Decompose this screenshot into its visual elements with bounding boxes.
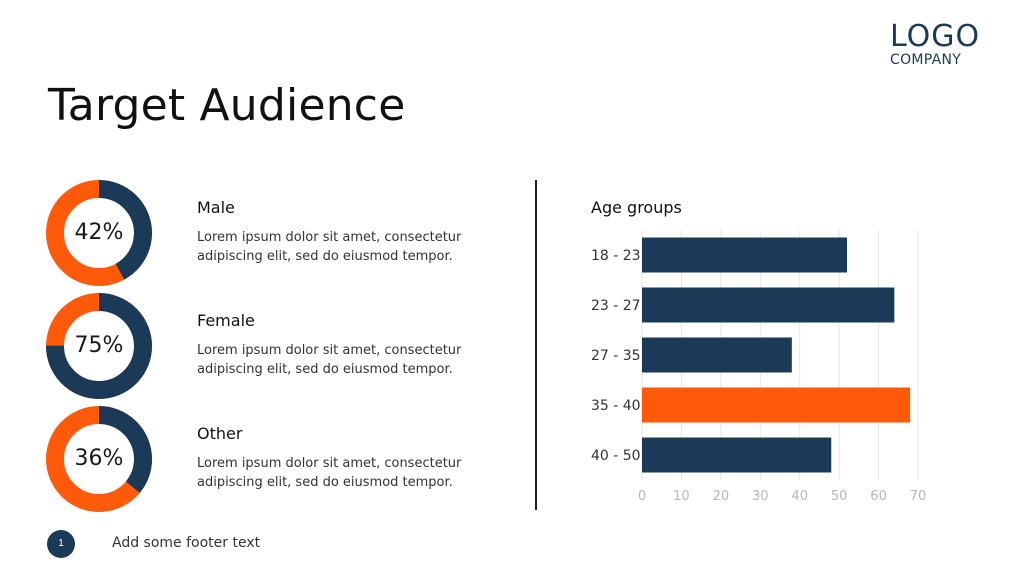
- segment-title-male: Male: [197, 198, 235, 217]
- donut-percent-label: 36%: [74, 446, 124, 471]
- segment-title-female: Female: [197, 311, 255, 330]
- segment-description-male: Lorem ipsum dolor sit amet, consectetur …: [197, 230, 462, 264]
- bar-40-50: [642, 437, 832, 473]
- donut-value-arc: [46, 293, 152, 399]
- donut-value-arc: [46, 406, 152, 512]
- age-groups-bar-chart: 0 10 20 30 40 50 60 70 18 - 23 23 - 27 27 - 35 35 -…: [591, 230, 927, 502]
- y-category-label: 35 - 40: [591, 398, 641, 414]
- segment-description-female: Lorem ipsum dolor sit amet, consectetur …: [197, 343, 462, 377]
- page-number-badge: 1: [47, 530, 75, 558]
- donut-percent-label: 42%: [74, 220, 124, 245]
- x-tick-label: 60: [870, 489, 887, 502]
- x-tick-label: 10: [673, 489, 690, 502]
- donut-percent-label: 75%: [74, 333, 124, 358]
- segment-description-other: Lorem ipsum dolor sit amet, consectetur …: [197, 456, 462, 490]
- bar-23-27: [642, 287, 895, 323]
- logo-line-1: LOGO: [890, 19, 981, 54]
- bar-18-23: [642, 237, 848, 273]
- donut-chart-other: 36%: [46, 406, 152, 512]
- y-category-label: 18 - 23: [591, 248, 641, 264]
- logo-line-2: COMPANY: [890, 52, 962, 68]
- bar-27-35: [642, 337, 792, 373]
- donut-ring: [46, 406, 152, 512]
- y-category-label: 27 - 35: [591, 348, 641, 364]
- donut-chart-male: 42%: [46, 180, 152, 286]
- y-category-label: 23 - 27: [591, 298, 641, 314]
- x-tick-label: 30: [752, 489, 769, 502]
- x-tick-label: 0: [638, 489, 646, 502]
- x-tick-label: 40: [791, 489, 808, 502]
- company-logo: LOGO COMPANY: [890, 19, 981, 68]
- vertical-divider: [535, 180, 537, 510]
- donut-value-arc: [46, 180, 152, 286]
- donut-ring: [46, 180, 152, 286]
- x-tick-label: 50: [831, 489, 848, 502]
- chart-title: Age groups: [591, 198, 682, 217]
- page-title: Target Audience: [48, 80, 406, 131]
- footer-text: Add some footer text: [112, 535, 261, 551]
- x-tick-label: 20: [713, 489, 730, 502]
- segment-title-other: Other: [197, 424, 243, 443]
- y-category-label: 40 - 50: [591, 448, 641, 464]
- donut-chart-female: 75%: [46, 293, 152, 399]
- bar-35-40: [642, 387, 911, 423]
- donut-ring: [46, 293, 152, 399]
- x-tick-label: 70: [910, 489, 927, 502]
